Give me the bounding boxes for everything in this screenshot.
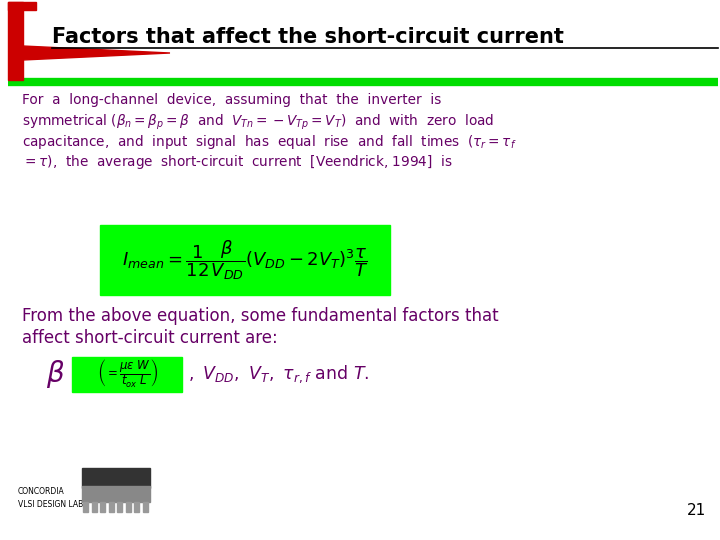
Text: $\beta$: $\beta$ [45, 358, 65, 390]
Text: capacitance,  and  input  signal  has  equal  rise  and  fall  times  ($\tau_r =: capacitance, and input signal has equal … [22, 133, 516, 151]
Bar [134, 502, 139, 512]
Text: CONCORDIA
VLSI DESIGN LAB: CONCORDIA VLSI DESIGN LAB [18, 487, 84, 509]
Bar [109, 502, 114, 512]
Text: 21: 21 [687, 503, 706, 518]
Bar [100, 502, 105, 512]
Bar [82, 468, 150, 488]
Text: symmetrical ($\beta_n = \beta_p = \beta$  and  $V_{Tn} = -V_{Tp} = V_T$)  and  w: symmetrical ($\beta_n = \beta_p = \beta$… [22, 113, 494, 132]
Text: $= \tau$),  the  average  short-circuit  current  [Veendrick, 1994]  is: $= \tau$), the average short-circuit cur… [22, 153, 453, 171]
Bar [72, 356, 182, 392]
Bar [8, 2, 23, 80]
Text: affect short-circuit current are:: affect short-circuit current are: [22, 329, 278, 347]
Bar [143, 502, 148, 512]
Text: $\left(=\dfrac{\mu\varepsilon\ W}{t_{ox}\ L}\right)$: $\left(=\dfrac{\mu\varepsilon\ W}{t_{ox}… [96, 358, 158, 390]
Bar [83, 502, 88, 512]
Bar [91, 502, 96, 512]
Text: Factors that affect the short-circuit current: Factors that affect the short-circuit cu… [52, 27, 564, 47]
Bar [125, 502, 130, 512]
Bar [8, 2, 36, 10]
Polygon shape [23, 46, 170, 60]
Bar [82, 486, 150, 502]
Bar [100, 225, 390, 295]
Bar [117, 502, 122, 512]
Text: $,\ V_{DD},\ V_T,\ \tau_{r,f}\ \mathrm{and}\ T.$: $,\ V_{DD},\ V_T,\ \tau_{r,f}\ \mathrm{a… [188, 363, 369, 385]
Text: From the above equation, some fundamental factors that: From the above equation, some fundamenta… [22, 307, 499, 325]
Text: For  a  long-channel  device,  assuming  that  the  inverter  is: For a long-channel device, assuming that… [22, 93, 441, 107]
Text: $I_{mean} = \dfrac{1}{12}\dfrac{\beta}{V_{DD}}(V_{DD} - 2V_T)^3\dfrac{\tau}{T}$: $I_{mean} = \dfrac{1}{12}\dfrac{\beta}{V… [122, 238, 368, 282]
